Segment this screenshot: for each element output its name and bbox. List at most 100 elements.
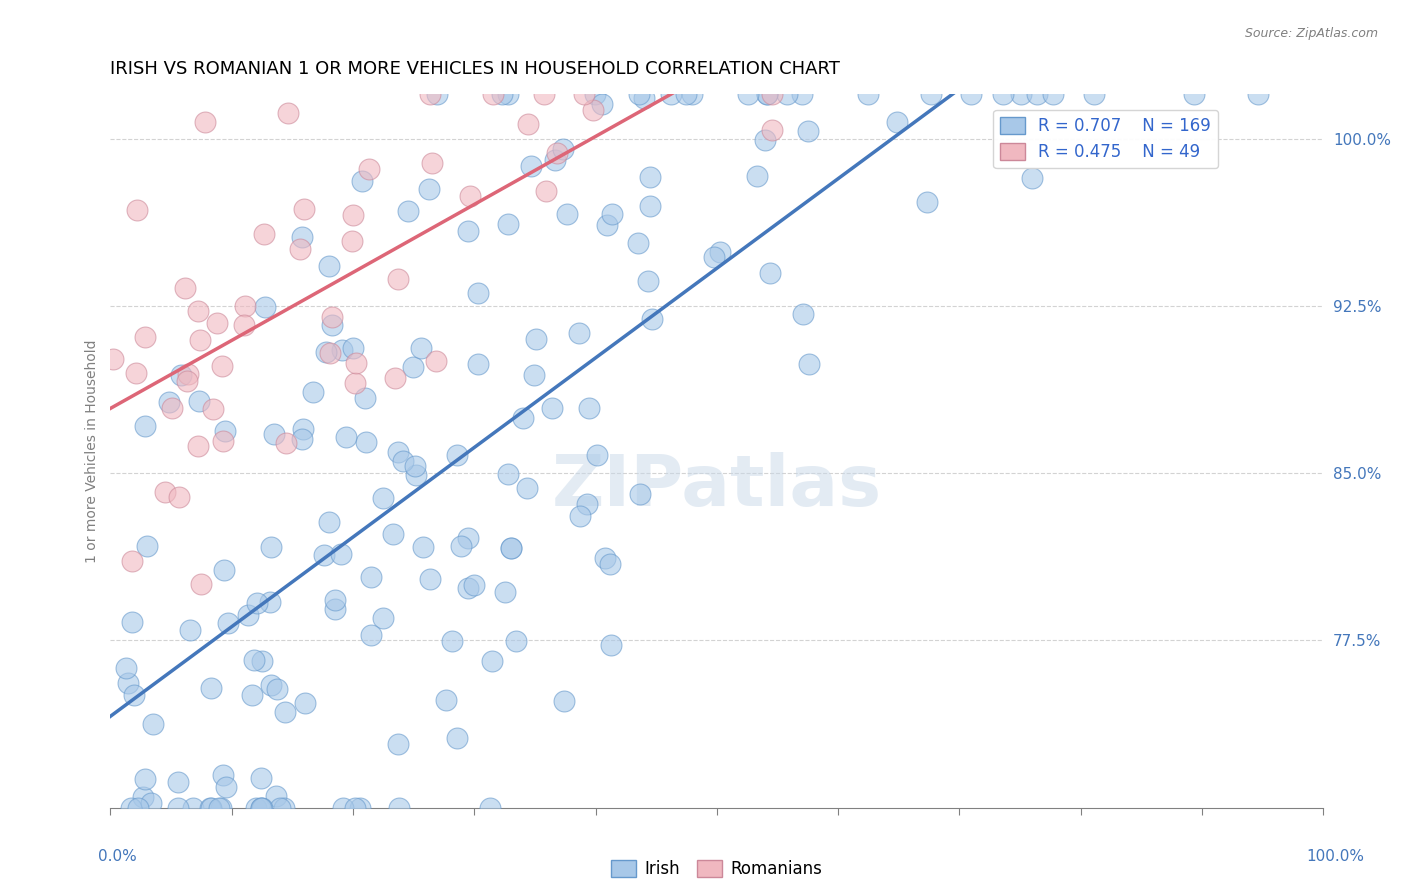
Point (202, 402, 225, 417)
Point (496, 217, 519, 231)
Point (419, 572, 441, 586)
Point (797, 357, 820, 371)
Point (441, 634, 464, 648)
Point (553, 694, 575, 708)
Point (200, 681, 222, 695)
Text: Source: ZipAtlas.com: Source: ZipAtlas.com (1244, 27, 1378, 40)
Point (330, 343, 353, 357)
Point (188, 334, 211, 348)
Point (242, 688, 264, 702)
Point (405, 467, 427, 482)
Point (135, 539, 157, 553)
Point (276, 436, 298, 450)
Point (675, 87, 697, 102)
Point (209, 800, 232, 814)
Point (991, 87, 1014, 102)
Point (292, 422, 315, 436)
Point (236, 607, 259, 622)
Point (1042, 87, 1064, 102)
Point (446, 731, 468, 745)
Point (250, 772, 273, 786)
Point (342, 209, 364, 223)
Point (512, 411, 534, 425)
Point (391, 454, 413, 468)
Point (555, 207, 578, 221)
Point (797, 124, 820, 138)
Point (250, 800, 273, 814)
Point (754, 133, 776, 147)
Point (200, 800, 222, 814)
Point (578, 401, 600, 415)
Point (205, 317, 228, 331)
Text: IRISH VS ROMANIAN 1 OR MORE VEHICLES IN HOUSEHOLD CORRELATION CHART: IRISH VS ROMANIAN 1 OR MORE VEHICLES IN … (111, 60, 841, 78)
Point (505, 633, 527, 648)
Point (920, 87, 942, 102)
Point (266, 682, 288, 697)
Point (491, 87, 513, 102)
Point (745, 169, 768, 183)
Point (259, 678, 281, 692)
Point (215, 780, 238, 794)
Point (246, 597, 269, 611)
Point (425, 354, 447, 368)
Point (591, 96, 613, 111)
Point (499, 541, 522, 555)
Point (294, 696, 316, 710)
Point (776, 87, 799, 102)
Point (127, 800, 149, 814)
Point (167, 490, 190, 504)
Point (422, 156, 444, 170)
Point (568, 326, 591, 340)
Point (637, 274, 659, 288)
Point (340, 235, 363, 249)
Point (318, 515, 340, 529)
Point (253, 300, 276, 314)
Text: 100.0%: 100.0% (1306, 849, 1364, 863)
Point (274, 705, 297, 719)
Point (481, 87, 503, 102)
Point (343, 800, 366, 814)
Point (761, 87, 783, 102)
Point (266, 789, 288, 804)
Point (142, 717, 165, 731)
Point (319, 345, 342, 359)
Point (214, 424, 236, 438)
Point (332, 800, 354, 814)
Point (546, 145, 568, 160)
Point (886, 115, 908, 129)
Point (211, 359, 233, 373)
Point (467, 285, 489, 300)
Point (121, 554, 143, 568)
Point (291, 230, 314, 244)
Point (250, 800, 273, 814)
Point (134, 329, 156, 343)
Point (1026, 87, 1049, 102)
Text: 0.0%: 0.0% (98, 849, 138, 863)
Point (214, 563, 236, 577)
Point (179, 623, 201, 637)
Point (496, 87, 519, 102)
Point (211, 768, 233, 782)
Point (176, 374, 198, 388)
Point (457, 581, 479, 595)
Point (360, 628, 382, 642)
Point (756, 87, 779, 102)
Point (174, 281, 197, 295)
Point (387, 272, 409, 286)
Point (387, 445, 409, 459)
Point (292, 202, 315, 217)
Point (121, 615, 143, 630)
Point (858, 87, 880, 102)
Point (170, 368, 193, 383)
Point (349, 800, 371, 814)
Point (534, 184, 557, 198)
Point (277, 105, 299, 120)
Point (325, 593, 347, 607)
Point (446, 448, 468, 462)
Point (661, 87, 683, 102)
Point (382, 527, 405, 541)
Point (188, 393, 211, 408)
Point (426, 87, 449, 102)
Point (792, 307, 814, 321)
Point (245, 800, 267, 814)
